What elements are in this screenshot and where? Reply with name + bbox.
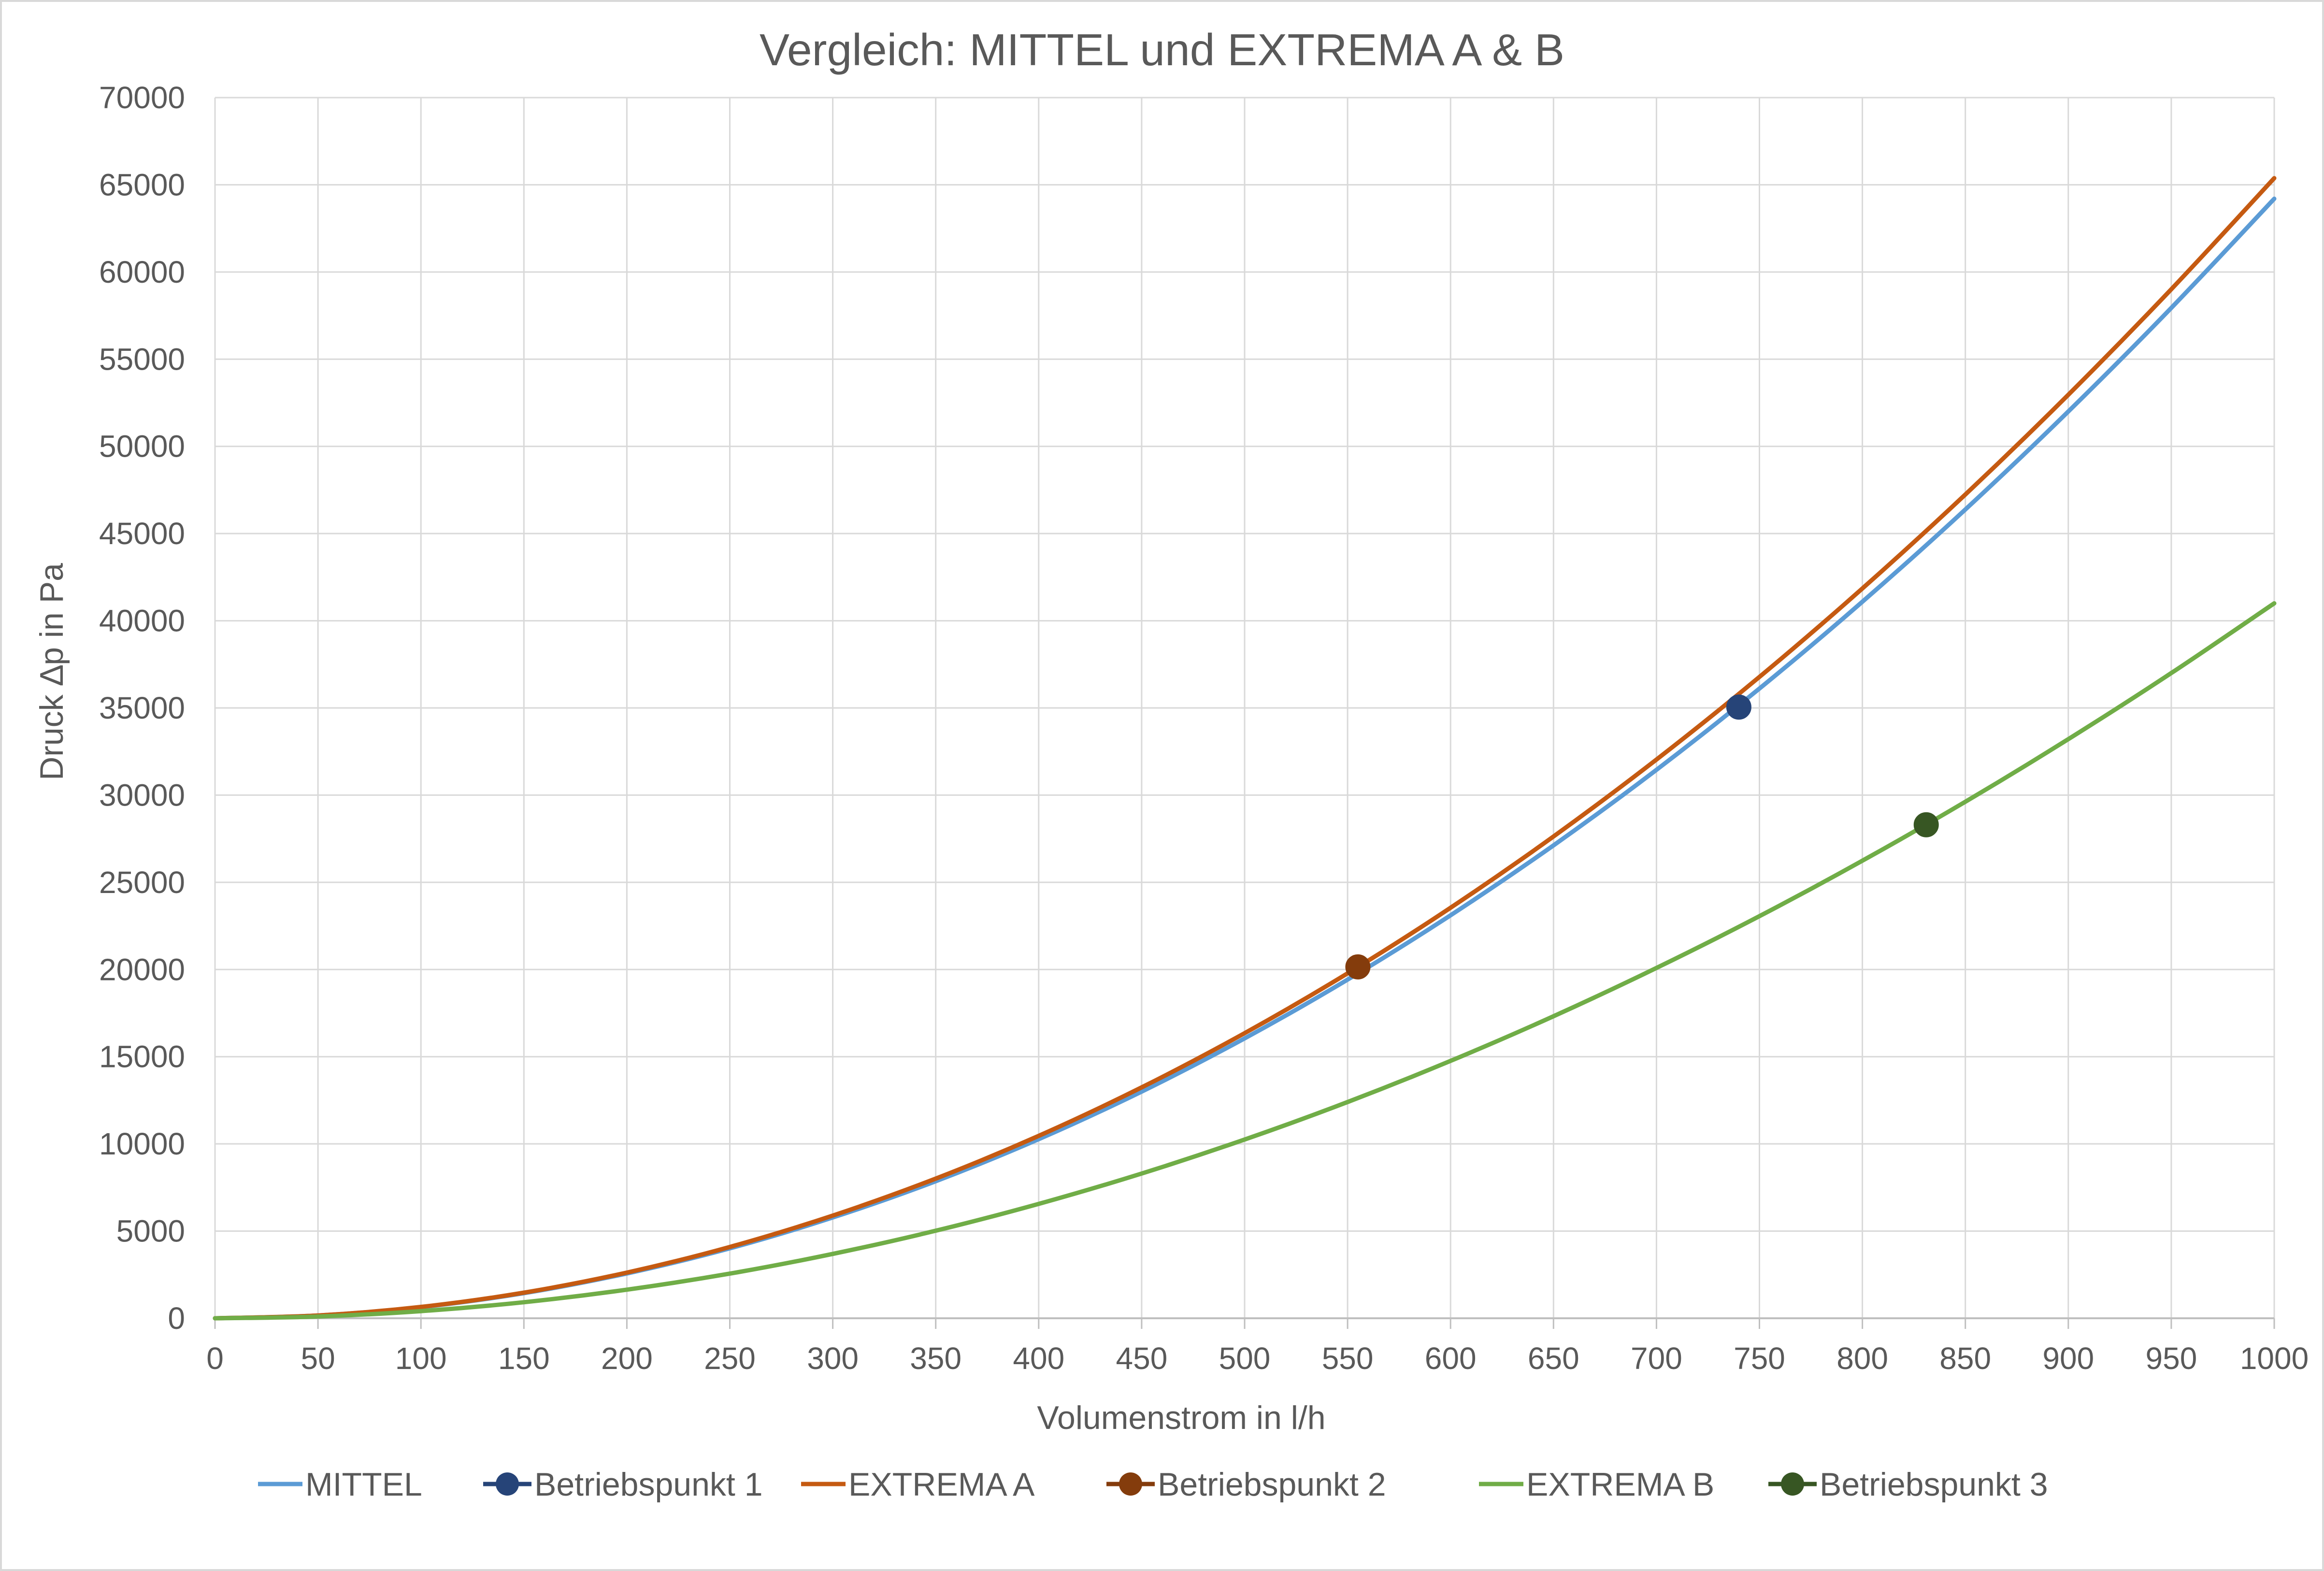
- x-tick-label: 500: [1219, 1341, 1271, 1376]
- y-tick-label: 5000: [116, 1214, 185, 1249]
- x-tick-label: 700: [1631, 1341, 1682, 1376]
- legend-label: Betriebspunkt 1: [534, 1466, 763, 1503]
- legend-swatch-marker: [496, 1472, 519, 1496]
- y-tick-label: 35000: [99, 691, 185, 725]
- legend-item-betriebspunkt-3: Betriebspunkt 3: [1768, 1466, 2048, 1503]
- y-axis-title: Druck ∆p in Pa: [33, 563, 70, 780]
- data-point-betriebspunkt-3: [1913, 812, 1939, 837]
- series-layer: [213, 176, 2277, 1321]
- x-tick-label: 200: [601, 1341, 653, 1376]
- x-tick-label: 250: [704, 1341, 756, 1376]
- x-tick-label: 100: [395, 1341, 447, 1376]
- y-tick-label: 50000: [99, 429, 185, 464]
- legend-item-betriebspunkt-2: Betriebspunkt 2: [1106, 1466, 1386, 1503]
- legend-item-extrema-a: EXTREMA A: [801, 1466, 1035, 1503]
- legend-item-betriebspunkt-1: Betriebspunkt 1: [483, 1466, 763, 1503]
- y-tick-label: 55000: [99, 342, 185, 376]
- x-tick-label: 750: [1734, 1341, 1785, 1376]
- y-tick-label: 0: [168, 1301, 185, 1336]
- x-tick-label: 950: [2146, 1341, 2197, 1376]
- legend-label: Betriebspunkt 2: [1158, 1466, 1386, 1503]
- x-tick-label: 850: [1939, 1341, 1991, 1376]
- x-tick-label: 550: [1322, 1341, 1374, 1376]
- legend-swatch-marker: [1781, 1472, 1804, 1496]
- data-point-betriebspunkt-2: [1345, 954, 1371, 980]
- x-tick-label: 650: [1528, 1341, 1579, 1376]
- y-tick-label: 65000: [99, 167, 185, 202]
- x-tick-label: 50: [301, 1341, 335, 1376]
- x-tick-label: 1000: [2240, 1341, 2309, 1376]
- y-tick-label: 25000: [99, 865, 185, 900]
- x-tick-label: 900: [2042, 1341, 2094, 1376]
- y-tick-label: 40000: [99, 604, 185, 638]
- x-tick-label: 800: [1836, 1341, 1888, 1376]
- x-tick-label: 350: [910, 1341, 961, 1376]
- legend-swatch-marker: [1119, 1472, 1142, 1496]
- legend-item-extrema-b: EXTREMA B: [1479, 1466, 1714, 1503]
- legend-label: MITTEL: [305, 1466, 422, 1503]
- chart-title: Vergleich: MITTEL und EXTREMA A & B: [760, 25, 1564, 75]
- y-tick-label: 70000: [99, 80, 185, 115]
- x-tick-label: 150: [498, 1341, 550, 1376]
- grid-layer: [214, 97, 2275, 1319]
- x-tick-label: 450: [1116, 1341, 1168, 1376]
- legend: MITTEL Betriebspunkt 1 EXTREMA A Betriebspu…: [258, 1466, 2048, 1503]
- ticks-layer: 0500010000150002000025000300003500040000…: [99, 80, 2309, 1376]
- x-tick-label: 300: [807, 1341, 859, 1376]
- legend-label: Betriebspunkt 3: [1820, 1466, 2048, 1503]
- data-point-betriebspunkt-1: [1726, 694, 1751, 720]
- legend-label: EXTREMA A: [848, 1466, 1035, 1503]
- y-tick-label: 30000: [99, 778, 185, 812]
- y-tick-label: 15000: [99, 1039, 185, 1074]
- legend-label: EXTREMA B: [1526, 1466, 1714, 1503]
- legend-item-mittel: MITTEL: [258, 1466, 422, 1503]
- x-tick-label: 600: [1425, 1341, 1477, 1376]
- y-tick-label: 20000: [99, 952, 185, 987]
- x-axis-title: Volumenstrom in l/h: [1037, 1399, 1325, 1436]
- x-tick-label: 0: [206, 1341, 224, 1376]
- x-tick-label: 400: [1013, 1341, 1064, 1376]
- series-line-extrema-a: [213, 176, 2277, 1321]
- y-tick-label: 45000: [99, 516, 185, 551]
- y-tick-label: 60000: [99, 255, 185, 289]
- series-line-extrema-b: [213, 601, 2277, 1321]
- axes-layer: [214, 1317, 2275, 1329]
- y-tick-label: 10000: [99, 1126, 185, 1161]
